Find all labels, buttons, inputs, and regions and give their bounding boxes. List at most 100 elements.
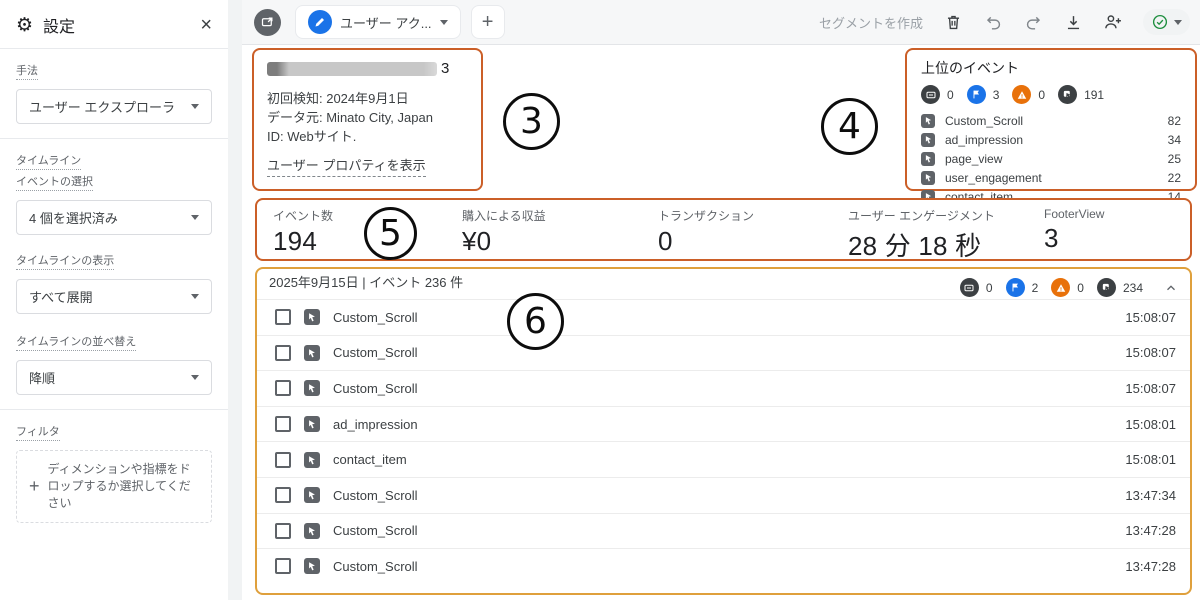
table-row[interactable]: Custom_Scroll 15:08:07 — [257, 299, 1190, 335]
sort-dropdown[interactable]: 降順 — [16, 360, 212, 395]
row-checkbox[interactable] — [275, 558, 291, 575]
chevron-down-icon — [1174, 19, 1182, 25]
sort-label: タイムラインの並べ替え — [16, 333, 137, 351]
metric-value: 28 分 18 秒 — [848, 231, 982, 261]
method-dropdown[interactable]: ユーザー エクスプローラ — [16, 89, 212, 124]
event-timeline-panel: 2025年9月15日 | イベント 236 件 0 2 0 — [255, 267, 1192, 595]
metric-value: ¥0 — [462, 226, 492, 256]
table-row[interactable]: Custom_Scroll 13:47:28 — [257, 512, 1190, 549]
gear-icon: ⚙ — [16, 14, 34, 36]
row-checkbox[interactable] — [275, 487, 291, 504]
views-count: 0 — [985, 280, 993, 295]
metric-purchase-revenue: 購入による収益 ¥0 — [462, 207, 658, 259]
main-area: ユーザー アク... + セグメントを作成 — [242, 0, 1200, 600]
create-segment-button[interactable]: セグメントを作成 — [818, 15, 923, 31]
event-count: 191 — [1084, 87, 1105, 102]
event-select-dropdown[interactable]: 4 個を選択済み — [16, 200, 212, 235]
key-event-badge-icon — [1005, 278, 1025, 297]
first-seen-line: 初回検知: 2024年9月1日 — [267, 91, 409, 106]
share-users-icon[interactable] — [1103, 12, 1123, 32]
top-events-list: Custom_Scroll 82 ad_impression 34 page_v… — [921, 111, 1181, 206]
redacted-user-id — [267, 61, 437, 76]
metric-value: 0 — [658, 226, 673, 256]
event-name: Custom_Scroll — [333, 345, 418, 361]
event-icon — [304, 522, 320, 539]
filter-placeholder: ディメンションや指標をドロップするか選択してください — [47, 462, 191, 510]
timeline-header: 2025年9月15日 | イベント 236 件 0 2 0 — [257, 269, 1190, 299]
tab-label: ユーザー アク... — [340, 15, 432, 31]
views-count: 0 — [947, 87, 954, 102]
settings-sidebar: ⚙ 設定 × 手法 ユーザー エクスプローラ タイムライン イベントの選択 4 … — [0, 0, 228, 600]
event-name: Custom_Scroll — [333, 558, 418, 574]
chevron-down-icon — [191, 294, 199, 299]
filter-label: フィルタ — [16, 423, 60, 441]
table-row[interactable]: Custom_Scroll 15:08:07 — [257, 370, 1190, 406]
list-item[interactable]: ad_impression 34 — [921, 130, 1181, 149]
timeline-date: 2025年9月15日 | イベント 236 件 — [269, 275, 464, 290]
metrics-bar: イベント数 194 購入による収益 ¥0 トランザクション 0 ユーザー エンゲ… — [255, 198, 1192, 261]
sort-value: 降順 — [29, 371, 56, 386]
error-count: 0 — [1038, 87, 1046, 102]
filter-drop-zone[interactable]: + ディメンションや指標をドロップするか選択してください — [16, 450, 212, 523]
event-badge-icon — [1096, 278, 1116, 297]
metric-label: ユーザー エンゲージメント — [848, 209, 995, 223]
download-icon[interactable] — [1063, 12, 1083, 32]
row-checkbox[interactable] — [275, 344, 291, 361]
event-icon — [921, 170, 935, 185]
display-value: すべて展開 — [29, 290, 93, 305]
divider — [0, 409, 228, 410]
table-row[interactable]: Custom_Scroll 13:47:28 — [257, 548, 1190, 584]
event-time: 15:08:07 — [1125, 380, 1176, 396]
views-badge-icon — [921, 85, 940, 104]
timeline-display-section: タイムラインの表示 すべて展開 — [0, 249, 228, 328]
event-icon — [304, 487, 320, 504]
annotation-circle-3: 3 — [503, 93, 560, 150]
event-name: contact_item — [333, 452, 407, 468]
row-checkbox[interactable] — [275, 309, 291, 326]
tab-user-activity[interactable]: ユーザー アク... — [295, 5, 461, 39]
event-name: ad_impression — [333, 416, 418, 432]
timeline-badges: 0 2 0 234 — [959, 274, 1178, 297]
event-icon — [304, 558, 320, 575]
error-badge-icon — [1012, 85, 1032, 104]
key-event-count: 3 — [992, 87, 1000, 102]
collapse-chevron-icon[interactable] — [1164, 281, 1178, 295]
redo-icon[interactable] — [1023, 12, 1043, 32]
list-item[interactable]: Custom_Scroll 82 — [921, 111, 1181, 130]
list-item[interactable]: page_view 25 — [921, 149, 1181, 168]
event-select-label: イベントの選択 — [16, 173, 93, 191]
event-time: 15:08:07 — [1125, 345, 1176, 361]
row-checkbox[interactable] — [275, 451, 291, 468]
exploration-icon[interactable] — [254, 8, 281, 36]
metric-footerview: FooterView 3 — [1044, 207, 1104, 259]
event-icon — [304, 344, 320, 361]
display-label: タイムラインの表示 — [16, 252, 115, 270]
event-name: Custom_Scroll — [333, 487, 418, 503]
row-checkbox[interactable] — [275, 522, 291, 539]
table-row[interactable]: Custom_Scroll 15:08:07 — [257, 334, 1190, 371]
display-dropdown[interactable]: すべて展開 — [16, 279, 212, 314]
error-count: 0 — [1077, 280, 1084, 295]
list-item[interactable]: user_engagement 22 — [921, 168, 1181, 187]
method-label: 手法 — [16, 62, 38, 80]
undo-icon[interactable] — [983, 12, 1003, 32]
table-row[interactable]: Custom_Scroll 13:47:34 — [257, 476, 1190, 513]
table-row[interactable]: ad_impression 15:08:01 — [257, 405, 1190, 442]
annotation-circle-6: 6 — [507, 293, 564, 350]
user-properties-link[interactable]: ユーザー プロパティを表示 — [267, 155, 426, 177]
metric-label: イベント数 — [273, 209, 334, 223]
annotation-circle-4: 4 — [821, 98, 878, 155]
row-checkbox[interactable] — [275, 416, 291, 433]
row-checkbox[interactable] — [275, 380, 291, 397]
event-icon — [304, 380, 320, 397]
table-row[interactable]: contact_item 15:08:01 — [257, 441, 1190, 477]
delete-icon[interactable] — [943, 12, 963, 32]
add-tab-button[interactable]: + — [470, 5, 505, 39]
event-time: 15:08:01 — [1125, 452, 1176, 468]
event-icon — [921, 113, 935, 128]
key-event-badge-icon — [966, 85, 986, 104]
status-ok-button[interactable] — [1143, 9, 1190, 35]
event-name: user_engagement — [945, 170, 1042, 185]
event-time: 13:47:28 — [1125, 523, 1176, 539]
close-icon[interactable]: × — [200, 14, 212, 36]
